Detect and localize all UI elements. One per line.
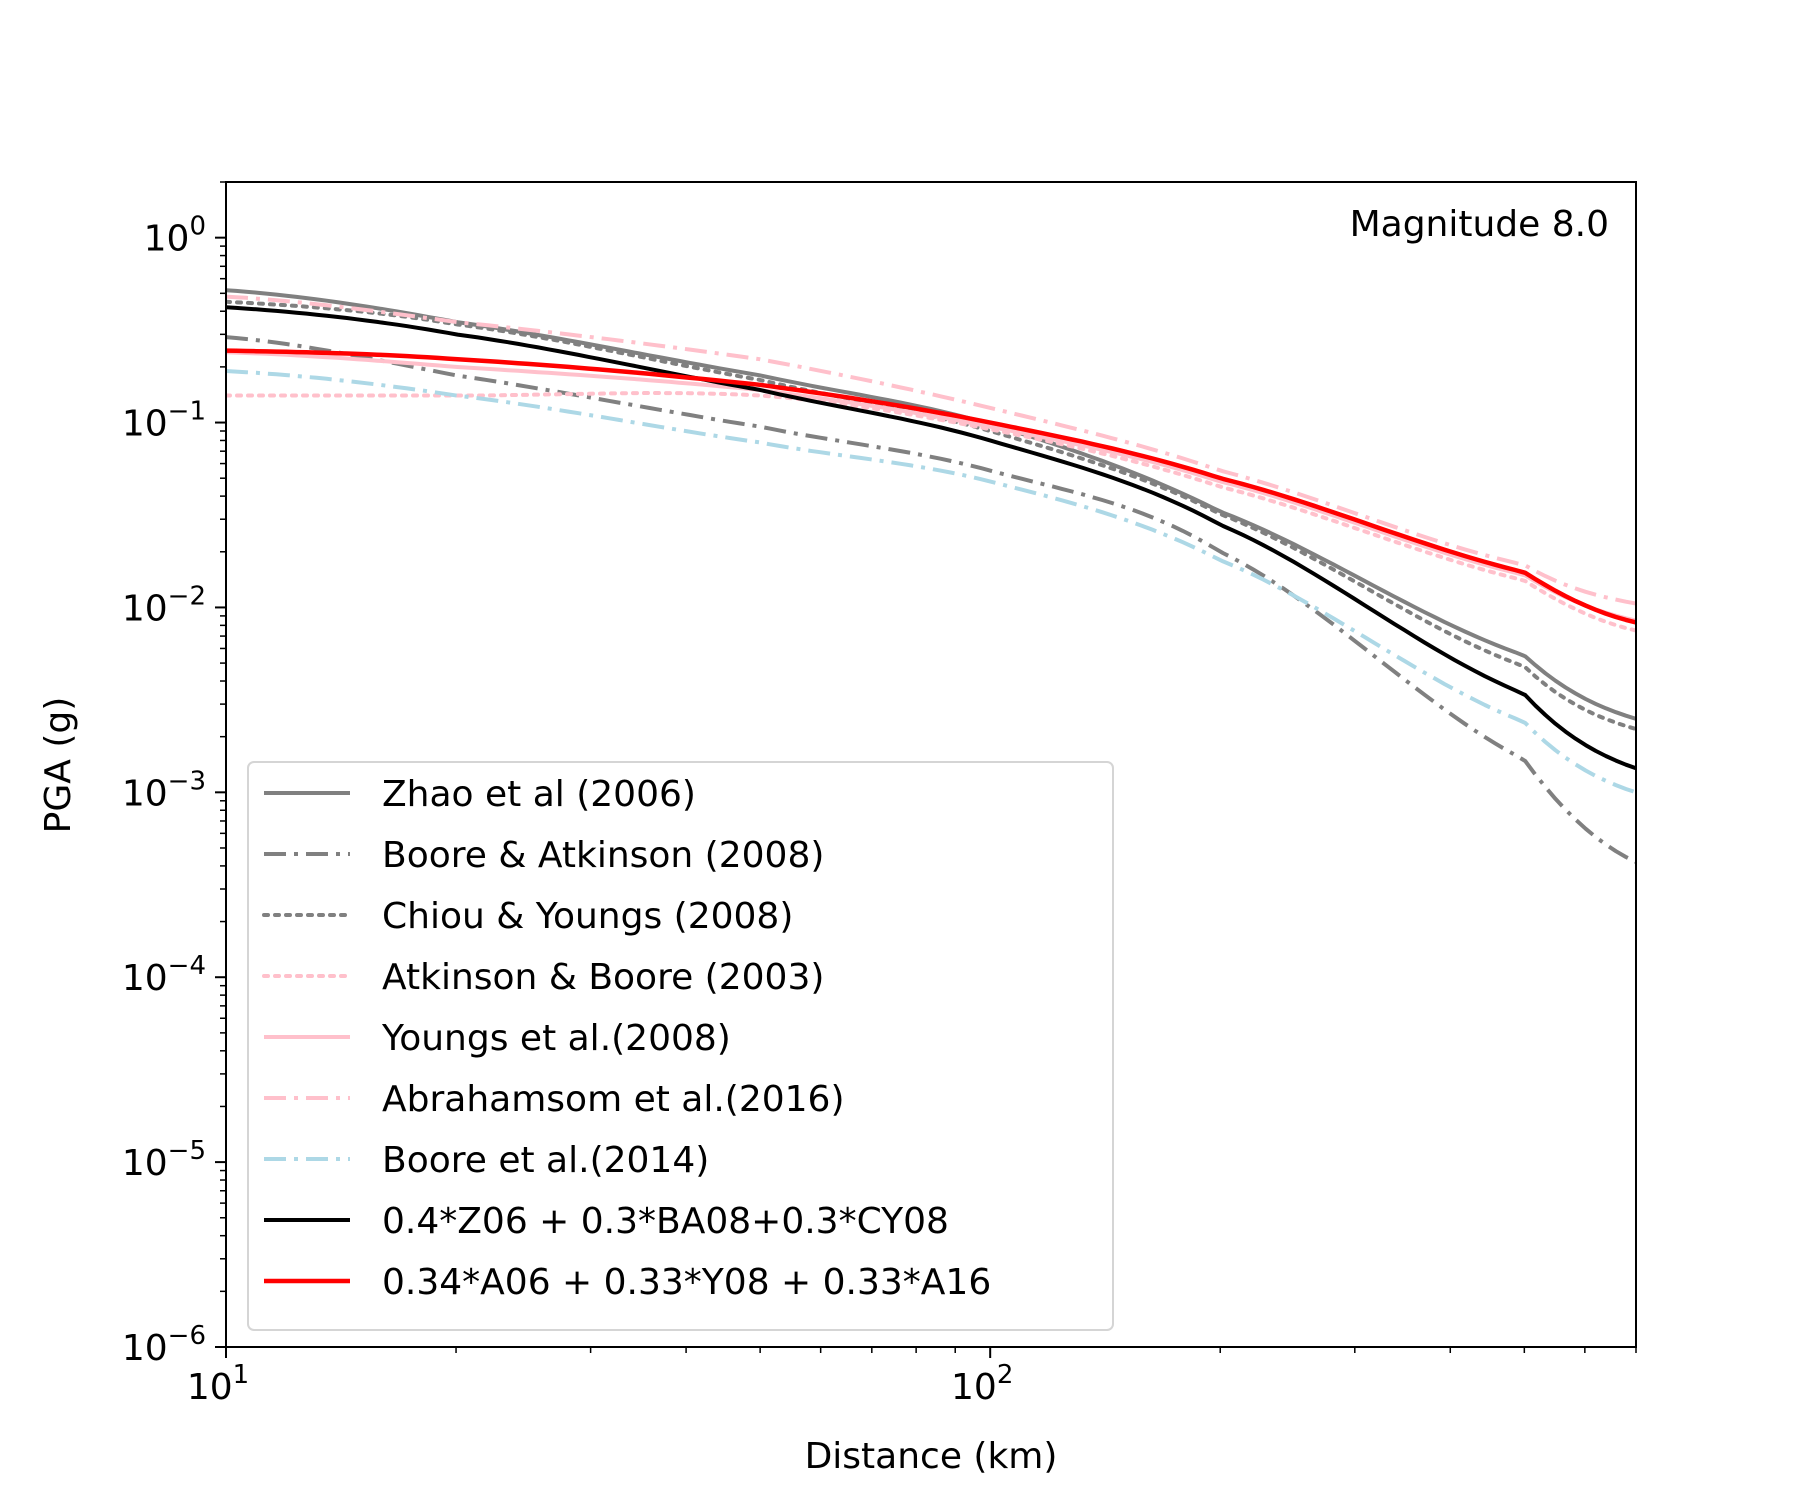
y-axis-label: PGA (g): [38, 697, 79, 834]
series-line: [226, 391, 1636, 633]
y-tick-label: 10−5: [122, 1136, 206, 1184]
series-line: [226, 288, 1636, 721]
legend-box: [247, 761, 1114, 1331]
magnitude-annotation: Magnitude 8.0: [1350, 204, 1609, 245]
legend-label: Abrahamsom et al.(2016): [382, 1079, 845, 1120]
legend: Zhao et al (2006) Boore & Atkinson (2008)…: [247, 761, 1114, 1331]
y-tick-label: 10−3: [122, 766, 206, 814]
x-tick-label: 102: [951, 1360, 1013, 1408]
legend-label: Youngs et al.(2008): [381, 1018, 731, 1059]
legend-label: 0.4*Z06 + 0.3*BA08+0.3*CY08: [382, 1201, 949, 1242]
x-tick-label: 101: [187, 1360, 249, 1408]
series-lines: [226, 288, 1636, 864]
series-line: [226, 350, 1636, 623]
legend-label: 0.34*A06 + 0.33*Y08 + 0.33*A16: [382, 1262, 991, 1303]
y-tick-label: 10−2: [122, 581, 206, 629]
y-tick-label: 100: [144, 212, 206, 260]
series-line: [226, 335, 1636, 864]
legend-label: Chiou & Youngs (2008): [382, 896, 793, 937]
y-tick-label: 10−4: [122, 951, 206, 999]
y-tick-label: 10−6: [122, 1321, 206, 1369]
y-tick-label: 10−1: [122, 397, 206, 445]
legend-label: Zhao et al (2006): [382, 774, 696, 815]
plot-frame: [225, 181, 1637, 1348]
legend-label: Atkinson & Boore (2003): [382, 957, 824, 998]
series-line: [226, 305, 1636, 771]
series-line: [226, 348, 1636, 625]
x-axis-label: Distance (km): [805, 1436, 1058, 1477]
legend-label: Boore et al.(2014): [382, 1140, 709, 1181]
legend-label: Boore & Atkinson (2008): [382, 835, 824, 876]
major-ticks: [215, 236, 992, 1358]
series-line: [226, 369, 1636, 795]
